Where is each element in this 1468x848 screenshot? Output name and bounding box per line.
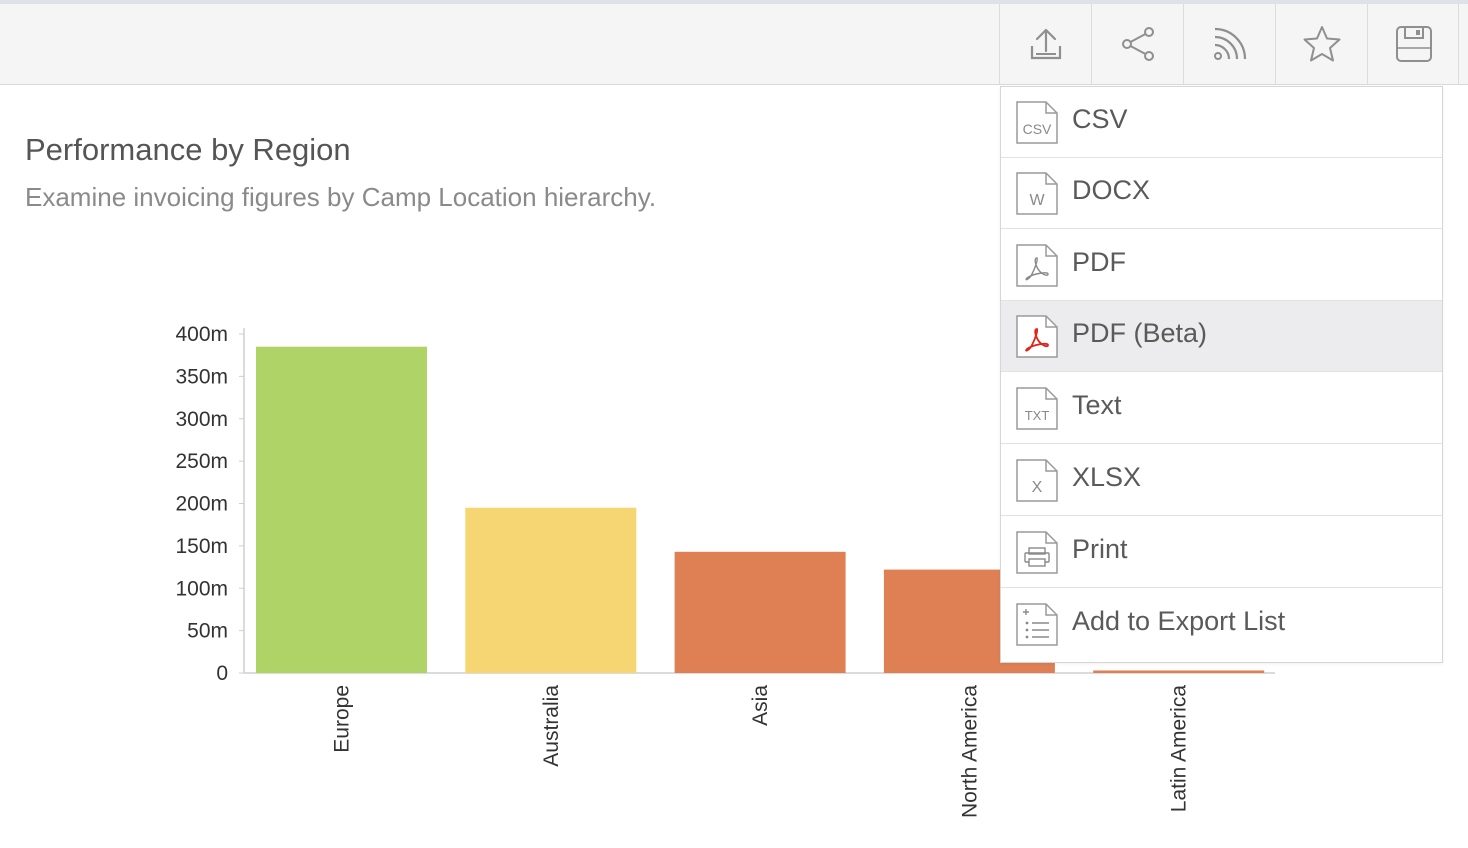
upload-icon — [1030, 28, 1061, 60]
favorite-button[interactable] — [1275, 4, 1367, 84]
save-icon — [1395, 26, 1432, 62]
export-pdf-label: PDF — [1072, 247, 1126, 277]
txt-file-badge: TXT — [1025, 408, 1050, 423]
pdf-beta-file-icon — [1016, 315, 1058, 358]
y-tick-label: 150m — [175, 535, 228, 558]
top-border — [0, 0, 1468, 4]
docx-file-badge: W — [1029, 192, 1045, 209]
y-tick-label: 50m — [187, 620, 228, 643]
print-item[interactable]: Print — [1001, 517, 1442, 588]
toolbar-divider — [1458, 4, 1459, 84]
txt-file-icon: TXT — [1016, 387, 1058, 430]
csv-file-icon: CSV — [1016, 101, 1058, 144]
y-tick-label: 300m — [175, 408, 228, 431]
bar-asia — [674, 551, 846, 673]
x-category-label: Asia — [749, 685, 772, 726]
export-csv-item[interactable]: CSV CSV — [1001, 87, 1442, 158]
x-category-label: Australia — [540, 685, 563, 767]
add-to-export-list-label: Add to Export List — [1072, 606, 1286, 636]
export-docx-item[interactable]: W DOCX — [1001, 158, 1442, 229]
export-pdf-beta-item[interactable]: PDF (Beta) — [1001, 301, 1442, 372]
export-menu: CSV CSV W DOCX PDF PDF (Beta) TXT — [1000, 86, 1443, 663]
export-docx-label: DOCX — [1072, 175, 1151, 205]
export-text-item[interactable]: TXT Text — [1001, 373, 1442, 444]
bar-latin-america — [1093, 670, 1265, 673]
export-list-icon — [1016, 603, 1058, 646]
y-tick-label: 400m — [175, 323, 228, 346]
print-icon — [1016, 531, 1058, 574]
xlsx-file-icon: X — [1016, 459, 1058, 502]
page-title: Performance by Region — [25, 132, 351, 167]
x-category-label: North America — [958, 685, 981, 818]
export-button[interactable] — [999, 4, 1091, 84]
csv-file-badge: CSV — [1023, 121, 1052, 137]
y-tick-label: 350m — [175, 365, 228, 388]
rss-icon — [1213, 27, 1246, 60]
y-tick-label: 0 — [216, 662, 228, 685]
bar-chart: 0 50m 100m 150m 200m 250m 300m 350m 400m Europe Au… — [175, 323, 1275, 818]
export-xlsx-label: XLSX — [1072, 462, 1142, 492]
export-text-label: Text — [1072, 390, 1122, 420]
export-pdf-item[interactable]: PDF — [1001, 230, 1442, 301]
print-label: Print — [1072, 534, 1128, 564]
add-to-export-list-item[interactable]: Add to Export List — [1001, 589, 1442, 660]
export-csv-label: CSV — [1072, 104, 1128, 134]
export-xlsx-item[interactable]: X XLSX — [1001, 445, 1442, 516]
pdf-file-icon — [1016, 244, 1058, 287]
x-category-label: Europe — [331, 685, 354, 753]
docx-file-icon: W — [1016, 172, 1058, 215]
y-tick-label: 100m — [175, 577, 228, 600]
y-tick-label: 250m — [175, 450, 228, 473]
bar-australia — [465, 507, 637, 673]
share-button[interactable] — [1091, 4, 1183, 84]
xlsx-file-badge: X — [1032, 479, 1043, 496]
export-pdf-beta-label: PDF (Beta) — [1072, 318, 1208, 348]
report-toolbar — [0, 4, 1468, 85]
star-icon — [1303, 26, 1340, 62]
share-icon — [1121, 27, 1154, 61]
page-subtitle: Examine invoicing figures by Camp Locati… — [25, 182, 657, 212]
save-button[interactable] — [1367, 4, 1459, 84]
x-category-label: Latin America — [1168, 685, 1191, 813]
y-tick-label: 200m — [175, 493, 228, 516]
rss-button[interactable] — [1183, 4, 1275, 84]
bar-europe — [256, 346, 427, 673]
